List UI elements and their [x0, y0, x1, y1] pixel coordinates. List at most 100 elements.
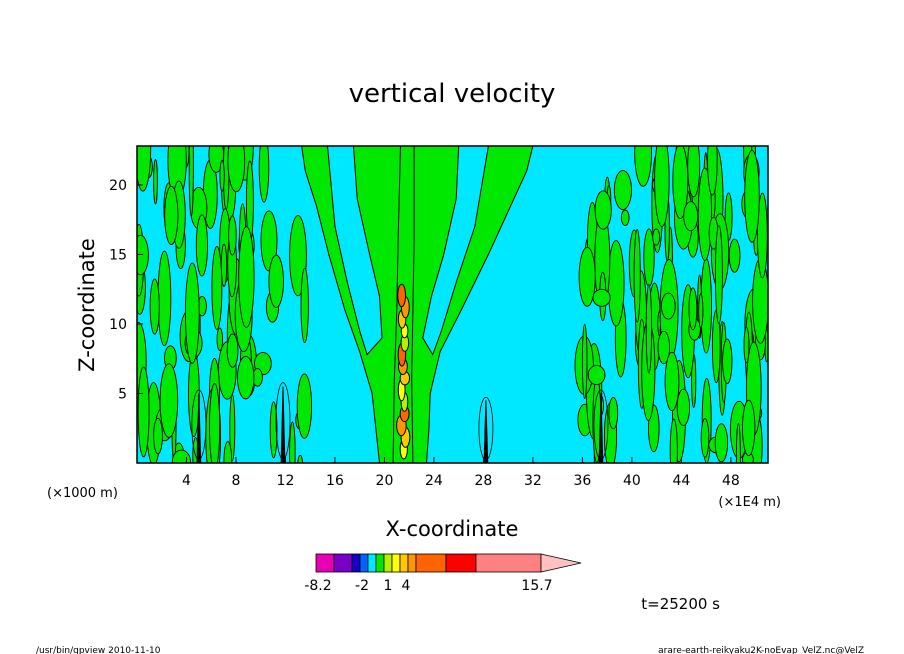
- x-tick-label: 24: [425, 473, 443, 489]
- inner-lobe: [326, 146, 383, 356]
- inner-lobe: [422, 146, 489, 356]
- plume-contour: [191, 389, 207, 460]
- colorbar-label: 1: [384, 578, 393, 594]
- green-streak: [698, 293, 704, 329]
- y-tick-label: 10: [109, 317, 127, 333]
- colorbar-segment: [359, 553, 369, 573]
- green-streak: [742, 399, 756, 457]
- green-streak: [153, 159, 158, 205]
- green-streak: [664, 351, 680, 412]
- x-tick-label: 20: [376, 473, 394, 489]
- green-streak: [613, 169, 632, 211]
- green-streak: [735, 423, 741, 463]
- colorbar-arrow: [540, 553, 582, 573]
- green-streak: [296, 373, 313, 439]
- green-streak: [607, 240, 625, 327]
- green-streak: [268, 254, 284, 308]
- x-tick-label: 12: [277, 473, 295, 489]
- green-streak: [137, 366, 150, 458]
- green-streak: [153, 417, 163, 455]
- green-streak: [608, 396, 619, 430]
- colorbar-segment: [475, 553, 542, 573]
- plume-contour: [275, 382, 291, 460]
- green-streak: [587, 364, 606, 386]
- green-streak: [594, 190, 612, 230]
- green-streak: [697, 167, 713, 261]
- colorbar-segment: [445, 553, 477, 573]
- x-tick-label: 8: [232, 473, 241, 489]
- y-axis-label: Z-coordinate: [75, 238, 99, 372]
- colorbar-label: 4: [402, 578, 411, 594]
- contour-layer: [137, 146, 768, 463]
- green-streak: [722, 338, 733, 384]
- green-streak: [209, 383, 221, 463]
- green-streak: [300, 267, 309, 344]
- green-streak: [208, 146, 224, 173]
- green-streak: [592, 288, 611, 307]
- green-streak: [744, 149, 760, 243]
- colorbar-segment: [415, 553, 447, 573]
- green-streak: [654, 146, 670, 228]
- colorbar-label: -2: [355, 578, 369, 594]
- green-streak: [164, 185, 179, 245]
- x-tick-label: 48: [722, 473, 740, 489]
- green-streak: [238, 226, 255, 328]
- x-axis-label: X-coordinate: [386, 517, 519, 541]
- green-streak: [289, 421, 296, 463]
- y-tick-label: 20: [109, 178, 127, 194]
- y-axis: 5 10 15 20: [109, 178, 143, 402]
- time-label: t=25200 s: [641, 595, 720, 613]
- green-streak: [700, 418, 710, 458]
- green-streak: [688, 287, 698, 331]
- green-streak: [137, 146, 152, 192]
- green-streak: [660, 292, 676, 320]
- colorbar-label: -8.2: [304, 578, 331, 594]
- green-streak: [634, 146, 652, 187]
- green-streak: [227, 146, 246, 193]
- colorbar-segment: [351, 553, 361, 573]
- green-streak: [743, 327, 750, 364]
- green-streak: [633, 229, 641, 323]
- footer-right: arare-earth-reikyaku2K-noEvap_VelZ.nc@Ve…: [658, 646, 864, 654]
- x-axis: 4 8 12 16 20 24 28 32 36 40 44 48: [182, 457, 740, 489]
- green-streak: [216, 327, 224, 352]
- plume-contour: [593, 389, 609, 460]
- green-streak: [707, 146, 718, 196]
- colorbar-segment: [315, 553, 335, 573]
- plume: [196, 393, 202, 463]
- green-streak: [211, 245, 223, 330]
- y-tick-label: 15: [109, 247, 127, 263]
- plot-area: [136, 145, 769, 464]
- green-streak: [620, 209, 630, 226]
- green-streak: [171, 449, 191, 463]
- plume: [598, 393, 604, 463]
- x-tick-label: 28: [475, 473, 493, 489]
- green-streak: [149, 278, 160, 335]
- colorbar-segment: [367, 553, 377, 573]
- green-streak: [728, 238, 741, 273]
- green-streak: [581, 323, 588, 400]
- x-tick-label: 40: [623, 473, 641, 489]
- green-streak: [657, 330, 671, 365]
- colorbar-segment: [383, 553, 393, 573]
- x-units-left: (×1000 m): [47, 486, 118, 501]
- green-streak: [578, 246, 596, 307]
- x-tick-label: 16: [326, 473, 344, 489]
- plume: [483, 400, 489, 463]
- green-streak: [687, 146, 701, 198]
- green-streak: [672, 146, 689, 219]
- x-tick-label: 36: [573, 473, 591, 489]
- plume-contour: [478, 396, 494, 461]
- green-streak: [676, 388, 691, 426]
- y-tick-label: 5: [118, 386, 127, 402]
- chart-title: vertical velocity: [349, 79, 556, 109]
- colorbar-label: 15.7: [521, 578, 552, 594]
- colorbar-segment: [391, 553, 401, 573]
- green-streak: [652, 228, 661, 246]
- x-units-right: (×1E4 m): [718, 495, 781, 510]
- footer-left: /usr/bin/gpview 2010-11-10: [36, 646, 161, 654]
- green-streak: [645, 283, 653, 374]
- green-streak: [228, 215, 237, 256]
- green-streak: [714, 423, 729, 463]
